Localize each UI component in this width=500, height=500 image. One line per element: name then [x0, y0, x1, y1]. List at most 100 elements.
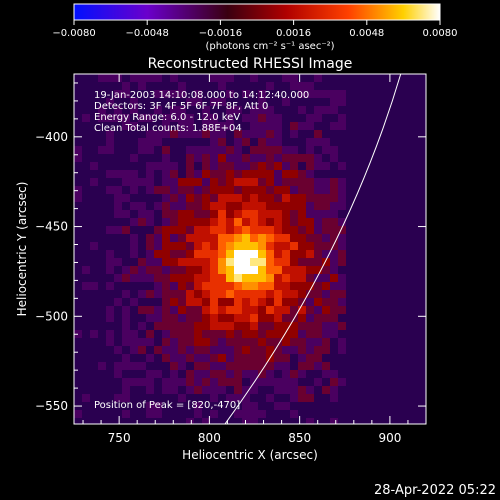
heatmap-cell [122, 162, 130, 170]
heatmap-cell [386, 378, 394, 386]
heatmap-cell [146, 226, 154, 234]
heatmap-cell [90, 218, 98, 226]
heatmap-cell [338, 370, 346, 378]
heatmap-cell [378, 186, 386, 194]
heatmap-cell [258, 74, 266, 82]
heatmap-cell [162, 226, 170, 234]
heatmap-cell [362, 282, 370, 290]
heatmap-cell [274, 194, 282, 202]
heatmap-cell [138, 114, 146, 122]
heatmap-cell [106, 74, 114, 82]
heatmap-cell [410, 90, 418, 98]
heatmap-cell [210, 82, 218, 90]
heatmap-cell [354, 418, 362, 424]
heatmap-cell [330, 146, 338, 154]
heatmap-cell [114, 194, 122, 202]
heatmap-cell [370, 138, 378, 146]
heatmap-cell [378, 410, 386, 418]
heatmap-cell [146, 282, 154, 290]
heatmap-cell [218, 242, 226, 250]
heatmap-cell [226, 418, 234, 424]
heatmap-cell [394, 154, 402, 162]
heatmap-cell [130, 298, 138, 306]
colorbar-tick-label: 0.0016 [276, 28, 311, 39]
heatmap-cell [82, 322, 90, 330]
heatmap-cell [274, 186, 282, 194]
heatmap-cell [186, 154, 194, 162]
heatmap-cell [250, 226, 258, 234]
heatmap-cell [234, 210, 242, 218]
heatmap-cell [186, 186, 194, 194]
heatmap-cell [154, 410, 162, 418]
heatmap-cell [106, 154, 114, 162]
heatmap-cell [98, 90, 106, 98]
heatmap-cell [314, 370, 322, 378]
heatmap-cell [330, 122, 338, 130]
heatmap-cell [298, 274, 306, 282]
heatmap-cell [394, 138, 402, 146]
heatmap-cell [106, 162, 114, 170]
heatmap-cell [258, 410, 266, 418]
heatmap-cell [322, 258, 330, 266]
heatmap-cell [146, 106, 154, 114]
heatmap-cell [106, 130, 114, 138]
heatmap-cell [322, 402, 330, 410]
heatmap-cell [242, 322, 250, 330]
heatmap-cell [306, 402, 314, 410]
heatmap-cell [90, 298, 98, 306]
heatmap-cell [154, 90, 162, 98]
heatmap-cell [266, 82, 274, 90]
heatmap-cell [266, 250, 274, 258]
heatmap-cell [274, 210, 282, 218]
heatmap-cell [418, 138, 426, 146]
heatmap-cell [178, 242, 186, 250]
heatmap-cell [378, 170, 386, 178]
heatmap-cell [146, 266, 154, 274]
heatmap-cell [162, 90, 170, 98]
heatmap-cell [402, 338, 410, 346]
heatmap-cell [114, 98, 122, 106]
plot-frame [73, 73, 427, 425]
heatmap-cell [402, 410, 410, 418]
heatmap-cell [282, 362, 290, 370]
heatmap-cell [346, 186, 354, 194]
heatmap-cell [306, 130, 314, 138]
heatmap-cell [282, 90, 290, 98]
heatmap-cell [242, 226, 250, 234]
heatmap-cell [306, 306, 314, 314]
heatmap-cell [202, 178, 210, 186]
heatmap-cell [82, 218, 90, 226]
heatmap-cell [314, 106, 322, 114]
heatmap-cell [194, 210, 202, 218]
heatmap-cell [314, 170, 322, 178]
heatmap-cell [418, 194, 426, 202]
heatmap-cell [98, 226, 106, 234]
heatmap-cell [410, 418, 418, 424]
heatmap-cell [386, 322, 394, 330]
heatmap-cell [90, 170, 98, 178]
heatmap-cell [338, 138, 346, 146]
heatmap-cell [346, 418, 354, 424]
heatmap-cell [314, 226, 322, 234]
heatmap-cell [266, 370, 274, 378]
heatmap-cell [362, 418, 370, 424]
heatmap-cell [362, 322, 370, 330]
heatmap-cell [378, 266, 386, 274]
heatmap-cell [138, 386, 146, 394]
heatmap-cell [162, 202, 170, 210]
heatmap-cell [314, 202, 322, 210]
heatmap-cell [242, 410, 250, 418]
heatmap-cell [194, 410, 202, 418]
heatmap-cell [354, 346, 362, 354]
heatmap-cell [354, 74, 362, 82]
heatmap-cell [170, 114, 178, 122]
heatmap-cell [146, 410, 154, 418]
heatmap-cell [170, 338, 178, 346]
heatmap-cell [362, 250, 370, 258]
heatmap-cell [370, 410, 378, 418]
heatmap-cell [138, 258, 146, 266]
heatmap-cell [98, 242, 106, 250]
heatmap-cell [242, 394, 250, 402]
heatmap-cell [186, 322, 194, 330]
heatmap-cell [266, 378, 274, 386]
